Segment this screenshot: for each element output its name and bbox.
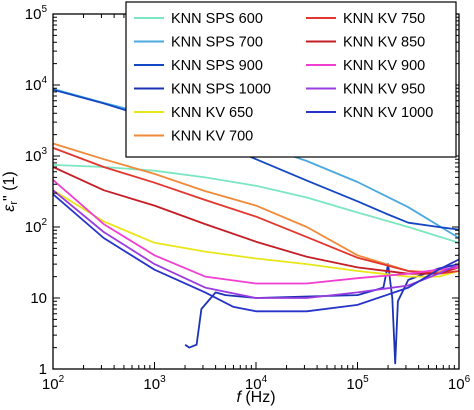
x-axis-unit: (Hz) — [241, 389, 276, 406]
legend-label-2: KNN SPS 900 — [171, 58, 263, 74]
tick-labels-layer: 102 103 104 105 106 1 10 102 103 104 105 — [25, 4, 471, 393]
y-tick-label: 1 — [39, 361, 47, 378]
series-line-0 — [53, 164, 459, 244]
legend-label-7: KNN KV 850 — [343, 35, 425, 51]
series-line-4 — [53, 189, 459, 278]
y-axis-subscript: r — [8, 201, 20, 205]
y-axis-symbol: ε — [1, 204, 18, 212]
y-axis-unit: (1) — [1, 171, 18, 195]
y-axis-label: εr" (1) — [1, 171, 20, 211]
y-tick-label: 104 — [25, 75, 48, 94]
legend-label-4: KNN KV 650 — [171, 105, 253, 121]
x-axis-symbol: f — [236, 389, 242, 406]
series-line-10 — [53, 193, 459, 313]
x-tick-label: 106 — [448, 374, 471, 393]
y-tick-label: 103 — [25, 146, 48, 165]
legend-label-3: KNN SPS 1000 — [171, 82, 271, 98]
x-tick-label: 103 — [143, 374, 166, 393]
legend-label-10: KNN KV 1000 — [343, 105, 433, 121]
legend-label-5: KNN KV 700 — [171, 129, 253, 145]
x-tick-label: 104 — [245, 374, 268, 393]
legend-label-1: KNN SPS 700 — [171, 35, 263, 51]
x-axis-label: f (Hz) — [236, 389, 275, 406]
legend-label-0: KNN SPS 600 — [171, 11, 263, 27]
legend-label-9: KNN KV 950 — [343, 82, 425, 98]
legend-label-6: KNN KV 750 — [343, 11, 425, 27]
legend-box — [125, 1, 457, 158]
series-line-3 — [184, 263, 459, 365]
series-line-8 — [53, 179, 459, 285]
legend-label-8: KNN KV 900 — [343, 58, 425, 74]
y-tick-label: 102 — [25, 217, 48, 236]
y-axis-prime: " — [1, 195, 18, 201]
y-tick-label: 10 — [30, 290, 47, 307]
legend: KNN SPS 600 KNN SPS 700 KNN SPS 900 KNN SPS… — [125, 1, 457, 158]
x-tick-label: 102 — [42, 374, 65, 393]
y-tick-label: 105 — [25, 4, 48, 23]
series-line-7 — [53, 166, 459, 275]
x-tick-label: 105 — [346, 374, 369, 393]
